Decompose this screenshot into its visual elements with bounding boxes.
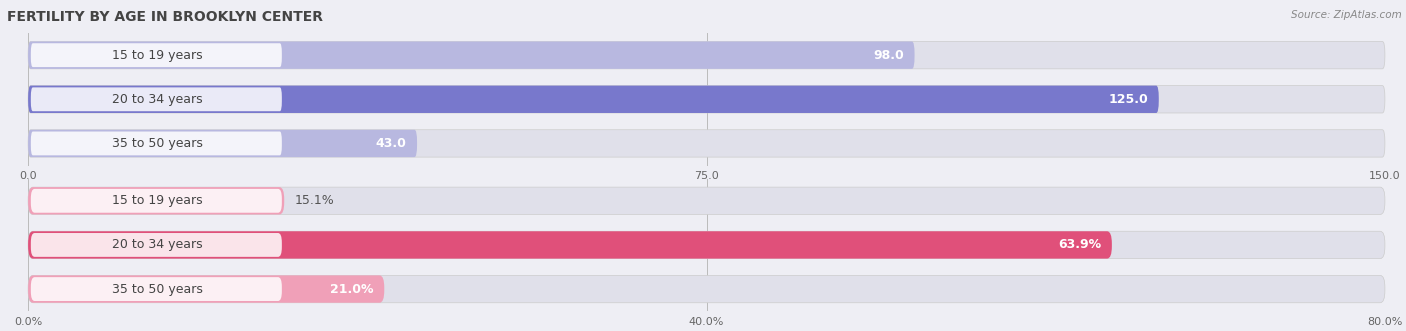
Text: FERTILITY BY AGE IN BROOKLYN CENTER: FERTILITY BY AGE IN BROOKLYN CENTER: [7, 10, 323, 24]
Text: 21.0%: 21.0%: [330, 283, 374, 296]
FancyBboxPatch shape: [31, 277, 281, 301]
FancyBboxPatch shape: [28, 130, 1385, 157]
FancyBboxPatch shape: [28, 187, 284, 214]
Text: 15.1%: 15.1%: [295, 194, 335, 207]
FancyBboxPatch shape: [28, 275, 1385, 303]
FancyBboxPatch shape: [28, 231, 1385, 259]
FancyBboxPatch shape: [31, 233, 281, 257]
Text: Source: ZipAtlas.com: Source: ZipAtlas.com: [1291, 10, 1402, 20]
FancyBboxPatch shape: [28, 231, 1112, 259]
Text: 20 to 34 years: 20 to 34 years: [111, 93, 202, 106]
FancyBboxPatch shape: [28, 275, 384, 303]
FancyBboxPatch shape: [28, 187, 1385, 214]
Text: 125.0: 125.0: [1108, 93, 1147, 106]
FancyBboxPatch shape: [31, 43, 281, 67]
Text: 15 to 19 years: 15 to 19 years: [111, 194, 202, 207]
FancyBboxPatch shape: [28, 86, 1385, 113]
FancyBboxPatch shape: [31, 189, 281, 213]
FancyBboxPatch shape: [28, 41, 914, 69]
FancyBboxPatch shape: [28, 41, 1385, 69]
Text: 63.9%: 63.9%: [1057, 238, 1101, 252]
FancyBboxPatch shape: [31, 87, 281, 111]
FancyBboxPatch shape: [31, 131, 281, 155]
Text: 43.0: 43.0: [375, 137, 406, 150]
Text: 15 to 19 years: 15 to 19 years: [111, 49, 202, 62]
FancyBboxPatch shape: [28, 130, 418, 157]
FancyBboxPatch shape: [28, 86, 1159, 113]
Text: 20 to 34 years: 20 to 34 years: [111, 238, 202, 252]
Text: 35 to 50 years: 35 to 50 years: [111, 283, 202, 296]
Text: 35 to 50 years: 35 to 50 years: [111, 137, 202, 150]
Text: 98.0: 98.0: [873, 49, 904, 62]
